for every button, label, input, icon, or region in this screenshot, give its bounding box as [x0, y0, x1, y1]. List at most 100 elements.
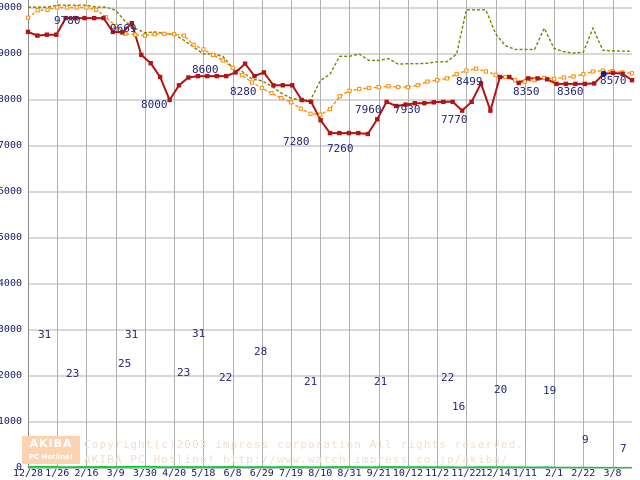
marker-price-min: [148, 61, 153, 66]
marker-price-avg: [581, 72, 586, 77]
marker-price-avg: [45, 7, 50, 12]
marker-price-min: [139, 52, 144, 58]
point-label-shop-count: 22: [441, 371, 455, 384]
y-tick-label: 7000: [0, 140, 22, 151]
point-label-price-min: 8600: [192, 63, 219, 76]
marker-price-min: [469, 99, 474, 104]
x-tick-label: 1/11: [512, 468, 537, 479]
x-tick-label: 6/8: [223, 468, 242, 479]
marker-price-min: [252, 73, 257, 79]
marker-price-avg: [474, 66, 479, 71]
marker-price-avg: [152, 32, 157, 37]
marker-price-min: [488, 108, 493, 113]
logo-main-text: AKIBA: [29, 437, 73, 450]
marker-price-avg: [552, 76, 557, 81]
marker-price-avg: [279, 96, 284, 101]
x-tick-label: 11/22: [451, 468, 482, 479]
marker-price-min: [167, 97, 172, 103]
y-tick-label: 1000: [0, 416, 22, 427]
marker-price-avg: [571, 74, 576, 79]
point-label-shop-count: 31: [38, 328, 52, 341]
point-label-price-min: 9780: [54, 14, 81, 27]
y-tick-label: 0: [15, 462, 22, 473]
marker-price-min: [554, 81, 559, 87]
marker-price-min: [526, 76, 531, 81]
point-label-price-min: 7960: [355, 103, 382, 116]
marker-price-min: [242, 61, 248, 66]
marker-price-avg: [561, 75, 566, 80]
marker-price-min: [195, 73, 201, 79]
point-label-price-min: 8570: [600, 74, 627, 87]
y-tick-label: 3000: [0, 324, 22, 335]
marker-price-avg: [415, 83, 420, 88]
marker-price-avg: [74, 5, 79, 10]
marker-price-min: [44, 32, 50, 37]
marker-price-avg: [318, 112, 323, 117]
marker-price-avg: [425, 79, 430, 84]
point-label-shop-count: 21: [304, 375, 318, 388]
marker-price-min: [356, 130, 361, 136]
marker-price-avg: [191, 42, 196, 47]
marker-price-avg: [25, 15, 31, 20]
x-tick-label: 12/28: [12, 468, 44, 479]
marker-price-min: [393, 103, 399, 109]
akiba-logo: AKIBA PC Hotline!: [22, 436, 80, 464]
marker-price-avg: [162, 31, 167, 36]
marker-price-avg: [464, 68, 469, 73]
marker-price-avg: [113, 23, 118, 28]
marker-price-min: [375, 117, 380, 122]
point-label-price-min: 9669: [110, 22, 137, 35]
x-tick-label: 7/19: [278, 468, 304, 479]
marker-price-min: [299, 97, 304, 103]
marker-price-min: [73, 15, 78, 21]
marker-price-avg: [337, 94, 342, 99]
series-price-avg: [27, 6, 633, 116]
marker-price-avg: [94, 7, 99, 12]
marker-price-avg: [327, 107, 333, 112]
marker-price-avg: [405, 85, 410, 90]
series-lines: [27, 4, 633, 469]
marker-price-min: [176, 83, 182, 88]
x-tick-label: 3/8: [603, 468, 622, 479]
marker-price-min: [25, 29, 31, 35]
point-label-shop-count: 7: [620, 442, 627, 455]
marker-price-min: [441, 99, 446, 104]
marker-price-avg: [629, 71, 635, 76]
marker-price-avg: [259, 85, 264, 91]
marker-price-avg: [133, 32, 138, 37]
point-label-price-min: 8000: [141, 98, 168, 111]
marker-price-min: [157, 74, 163, 80]
marker-price-min: [54, 32, 59, 37]
marker-price-min: [516, 80, 521, 86]
marker-price-min: [205, 73, 210, 79]
x-tick-label: 2/16: [74, 468, 99, 479]
marker-price-avg: [220, 58, 225, 63]
marker-price-min: [422, 101, 427, 106]
marker-price-min: [412, 101, 418, 106]
marker-price-min: [318, 118, 323, 123]
x-tick-label: 2/1: [545, 468, 564, 479]
marker-price-min: [459, 108, 465, 113]
logo-sub-text: PC Hotline!: [28, 453, 74, 461]
watermark-line-1: Copyright(c)2003 impress corporation All…: [84, 438, 525, 451]
marker-price-avg: [181, 33, 187, 38]
marker-price-min: [563, 81, 569, 87]
marker-price-avg: [493, 72, 498, 77]
marker-price-avg: [522, 79, 527, 84]
point-label-price-min: 8360: [557, 85, 584, 98]
marker-price-avg: [142, 33, 148, 38]
marker-price-avg: [308, 111, 313, 116]
marker-price-avg: [201, 47, 206, 52]
marker-price-min: [535, 76, 540, 81]
marker-price-min: [450, 99, 455, 104]
marker-price-min: [384, 99, 389, 104]
x-tick-label: 8/31: [337, 468, 362, 479]
y-tick-label: 10000: [0, 2, 22, 13]
marker-price-avg: [298, 106, 303, 111]
marker-price-avg: [503, 74, 508, 80]
marker-price-avg: [435, 78, 440, 83]
marker-price-avg: [590, 69, 596, 74]
marker-price-min: [186, 75, 191, 80]
point-label-shop-count: 23: [66, 367, 80, 380]
marker-price-min: [82, 15, 87, 21]
